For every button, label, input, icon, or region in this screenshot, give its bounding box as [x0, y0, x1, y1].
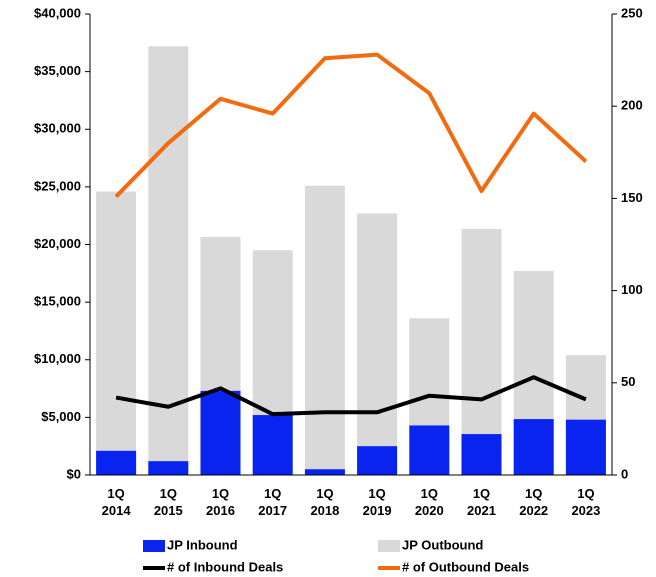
legend-swatch — [143, 540, 165, 552]
bar — [96, 450, 137, 475]
legend-label: JP Inbound — [167, 537, 238, 552]
bar — [565, 419, 606, 475]
x-tick-label: 1Q 2023 — [571, 486, 600, 518]
legend-swatch — [378, 540, 400, 552]
y-tick-label: $30,000 — [34, 121, 81, 136]
bar — [513, 419, 554, 475]
y2-tick-label: 50 — [621, 374, 635, 389]
bar — [200, 390, 241, 475]
bar — [409, 425, 450, 475]
y-tick-label: $40,000 — [34, 5, 81, 20]
y-tick-label: $15,000 — [34, 294, 81, 309]
legend-label: # of Outbound Deals — [402, 559, 529, 574]
y2-tick-label: 0 — [621, 466, 628, 481]
line — [114, 52, 588, 198]
x-tick-label: 1Q 2016 — [206, 486, 235, 518]
bar — [304, 185, 345, 475]
x-tick-label: 1Q 2018 — [310, 486, 339, 518]
bar — [461, 434, 502, 475]
legend-label: JP Outbound — [402, 537, 483, 552]
x-tick-label: 1Q 2017 — [258, 486, 287, 518]
bar — [461, 228, 502, 475]
y2-tick-label: 200 — [621, 98, 643, 113]
bar — [357, 213, 398, 475]
y-tick-label: $5,000 — [41, 409, 81, 424]
bar — [148, 46, 189, 476]
bar — [148, 461, 189, 475]
y-tick-label: $10,000 — [34, 351, 81, 366]
y2-tick-label: 250 — [621, 5, 643, 20]
y-tick-label: $25,000 — [34, 178, 81, 193]
y-tick-label: $0 — [67, 466, 81, 481]
x-tick-label: 1Q 2022 — [519, 486, 548, 518]
bar — [357, 446, 398, 475]
x-tick-label: 1Q 2014 — [102, 486, 132, 518]
y2-tick-label: 100 — [621, 282, 643, 297]
x-tick-label: 1Q 2021 — [467, 486, 496, 518]
bar — [96, 191, 137, 476]
bar — [304, 469, 345, 475]
x-tick-label: 1Q 2019 — [363, 486, 392, 518]
y2-tick-label: 150 — [621, 190, 643, 205]
legend-label: # of Inbound Deals — [167, 559, 283, 574]
x-tick-label: 1Q 2015 — [154, 486, 183, 518]
x-tick-label: 1Q 2020 — [415, 486, 444, 518]
y-tick-label: $20,000 — [34, 236, 81, 251]
bar — [252, 415, 293, 475]
line — [115, 375, 587, 417]
y-tick-label: $35,000 — [34, 63, 81, 78]
